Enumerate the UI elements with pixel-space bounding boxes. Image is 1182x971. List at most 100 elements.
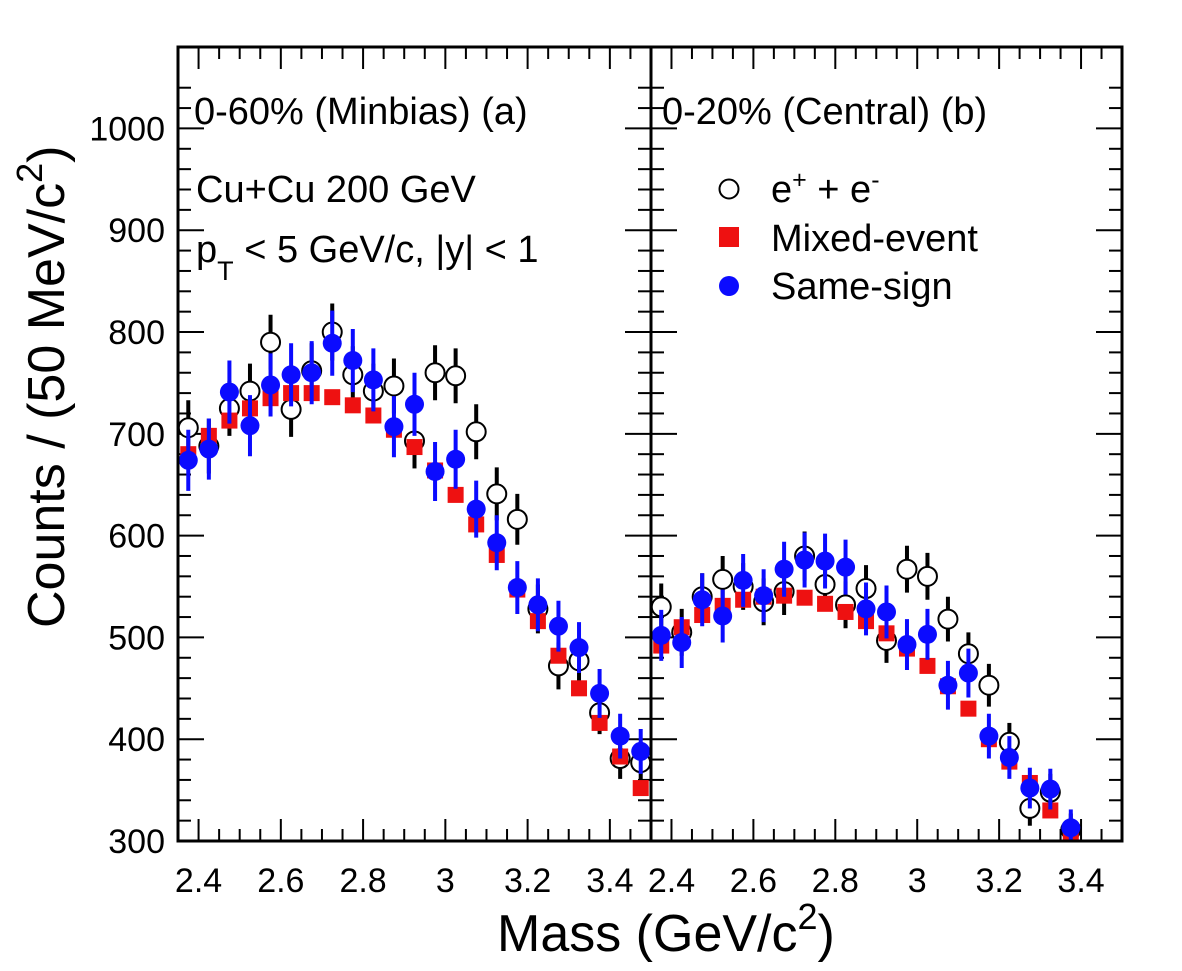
- legend-marker-ee: [718, 178, 740, 200]
- point-same-sign: [610, 726, 630, 746]
- y-tick-label: 400: [108, 721, 165, 759]
- point-same-sign: [466, 499, 486, 519]
- y-tick-label: 500: [108, 619, 165, 657]
- cuts-sub: T: [217, 256, 234, 286]
- system-label: Cu+Cu 200 GeV: [196, 169, 477, 211]
- point-same-sign: [651, 625, 671, 645]
- point-same-sign: [856, 599, 876, 619]
- point-ee: [978, 674, 1000, 696]
- legend-marker-same: [719, 276, 739, 296]
- point-same-sign: [302, 363, 322, 383]
- point-same-sign: [713, 606, 733, 626]
- x-axis-title: Mass (GeV/c2): [497, 896, 835, 963]
- x-tick-label-b: 3.4: [1057, 862, 1104, 900]
- x-tick-label-a: 2.4: [175, 862, 222, 900]
- point-ee: [896, 558, 918, 580]
- point-same-sign: [836, 557, 856, 577]
- point-same-sign: [548, 616, 568, 636]
- point-ee: [445, 365, 467, 387]
- cuts-p: p: [196, 229, 217, 271]
- x-tick-label-a: 3: [436, 862, 455, 900]
- point-same-sign: [672, 633, 692, 652]
- point-same-sign: [754, 586, 774, 606]
- point-ee: [260, 331, 282, 353]
- point-same-sign: [405, 394, 424, 414]
- y-tick-label: 600: [108, 518, 165, 556]
- x-tick-label-b: 2.6: [730, 862, 777, 900]
- point-mixed-event: [837, 603, 854, 620]
- y-tick-label: 300: [108, 823, 165, 861]
- point-mixed-event: [1042, 802, 1059, 819]
- point-same-sign: [528, 595, 548, 615]
- y-axis-title: Counts / (50 MeV/c2): [9, 146, 76, 628]
- cuts-label: pT < 5 GeV/c, |y| < 1: [196, 229, 539, 286]
- point-mixed-event: [550, 647, 567, 664]
- point-mixed-event: [632, 780, 649, 797]
- x-tick-label-b: 2.4: [648, 862, 695, 900]
- point-mixed-event: [591, 714, 608, 731]
- x-tick-label-a: 3.2: [504, 862, 551, 900]
- point-same-sign: [938, 675, 958, 695]
- point-same-sign: [590, 683, 610, 703]
- legend-label-same: Same-sign: [771, 266, 953, 308]
- point-ee: [916, 565, 938, 587]
- cuts-rest: < 5 GeV/c, |y| < 1: [234, 229, 539, 271]
- x-tick-label-a: 3.4: [586, 862, 633, 900]
- point-same-sign: [795, 550, 815, 570]
- plot-frame-b: [649, 45, 1124, 843]
- point-same-sign: [261, 375, 281, 395]
- data-points-b: [651, 531, 1082, 841]
- point-same-sign: [733, 570, 753, 590]
- point-same-sign: [322, 333, 342, 353]
- point-same-sign: [877, 602, 896, 622]
- point-mixed-event: [796, 589, 813, 606]
- point-same-sign: [1020, 778, 1040, 798]
- point-same-sign: [507, 578, 527, 598]
- y-tick-label: 800: [108, 314, 165, 352]
- point-mixed-event: [344, 397, 361, 414]
- point-mixed-event: [571, 680, 588, 697]
- point-mixed-event: [324, 389, 341, 406]
- point-same-sign: [917, 624, 937, 644]
- point-mixed-event: [447, 486, 464, 503]
- point-mixed-event: [406, 439, 423, 456]
- point-same-sign: [384, 417, 404, 437]
- point-same-sign: [446, 449, 466, 469]
- point-same-sign: [425, 461, 445, 481]
- point-same-sign: [1040, 779, 1060, 799]
- point-same-sign: [692, 590, 712, 610]
- point-same-sign: [979, 726, 999, 746]
- point-ee: [937, 608, 959, 630]
- panel-b-title: 0-20% (Central) (b): [662, 91, 987, 133]
- point-same-sign: [999, 748, 1019, 768]
- point-mixed-event: [817, 595, 834, 612]
- point-same-sign: [219, 382, 239, 402]
- point-same-sign: [281, 365, 301, 385]
- point-ee: [424, 362, 446, 384]
- x-tick-label-b: 2.8: [812, 862, 859, 900]
- point-same-sign: [815, 551, 835, 571]
- point-mixed-event: [919, 657, 936, 674]
- point-ee: [383, 375, 405, 397]
- point-same-sign: [897, 635, 917, 655]
- x-tick-label-b: 3.2: [975, 862, 1022, 900]
- point-ee: [486, 483, 508, 505]
- point-same-sign: [958, 663, 978, 683]
- legend-label-ee: e+ + e-: [771, 166, 880, 211]
- point-mixed-event: [365, 407, 382, 424]
- x-tick-label-a: 2.6: [257, 862, 304, 900]
- x-tick-label-a: 2.8: [339, 862, 386, 900]
- panel-a-title: 0-60% (Minbias) (a): [194, 91, 528, 133]
- point-same-sign: [631, 741, 651, 761]
- point-same-sign: [569, 638, 589, 658]
- point-same-sign: [774, 559, 794, 579]
- y-tick-label: 1000: [89, 110, 165, 148]
- panel-b: 2.4 2.6 2.8 3 3.2 3.4: [648, 45, 1124, 900]
- point-same-sign: [343, 351, 363, 371]
- point-same-sign: [178, 450, 198, 470]
- point-same-sign: [240, 416, 260, 436]
- point-ee: [506, 508, 528, 530]
- point-mixed-event: [960, 700, 977, 717]
- point-same-sign: [363, 370, 383, 390]
